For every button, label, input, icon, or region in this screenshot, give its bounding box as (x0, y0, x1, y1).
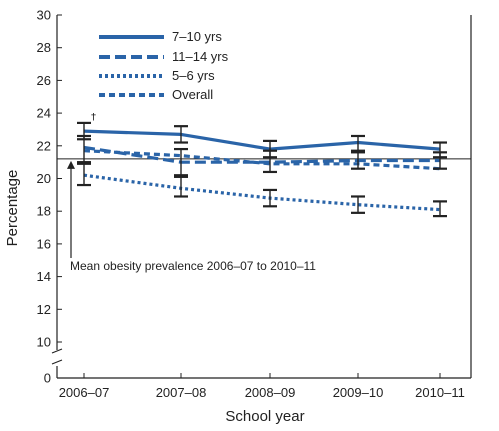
y-axis-title: Percentage (4, 170, 21, 247)
error-bars (77, 121, 447, 218)
series-line-2 (83, 173, 441, 212)
axis-break-mark (51, 348, 63, 354)
y-tick-label: 16 (37, 236, 51, 251)
x-tick-label: 2006–07 (59, 385, 110, 400)
y-tick-label: 22 (37, 138, 51, 153)
y-tick-label: 26 (37, 73, 51, 88)
x-axis-ticks: 2006–07 2007–08 2008–09 2009–10 2010–11 (59, 373, 465, 400)
series-line-0 (83, 129, 441, 151)
legend-label: 5–6 yrs (172, 68, 215, 83)
y-axis-ticks: 30 28 26 24 22 20 18 16 14 12 10 0 (37, 8, 62, 386)
legend-label: Overall (172, 87, 213, 102)
plot-frame (51, 15, 472, 379)
legend-label: 11–14 yrs (172, 49, 229, 64)
legend-label: 7–10 yrs (172, 29, 222, 44)
axis-break-mark (51, 359, 63, 365)
y-tick-label: 12 (37, 302, 51, 317)
y-tick-label: 24 (37, 106, 51, 121)
legend: 7–10 yrs 11–14 yrs 5–6 yrs Overall (99, 29, 229, 102)
series-line-3 (83, 149, 441, 171)
x-tick-label: 2010–11 (415, 385, 465, 400)
series-line-1 (83, 145, 440, 164)
y-tick-label: 14 (37, 269, 51, 284)
y-tick-label: 0 (44, 371, 51, 386)
annotation-arrow-head (67, 160, 75, 169)
y-tick-label: 18 (37, 204, 51, 219)
series-lines (83, 129, 441, 212)
y-tick-label: 30 (37, 8, 51, 23)
y-tick-label: 28 (37, 40, 51, 55)
x-axis-title: School year (225, 408, 304, 425)
x-tick-label: 2008–09 (245, 385, 296, 400)
reference-line-annotation: Mean obesity prevalence 2006–07 to 2010–… (70, 259, 316, 273)
x-tick-label: 2007–08 (156, 385, 207, 400)
reference-line-group (57, 158, 471, 258)
x-tick-label: 2009–10 (333, 385, 384, 400)
footnote-dagger: † (91, 112, 96, 123)
y-tick-label: 10 (37, 335, 51, 350)
y-tick-label: 20 (37, 171, 51, 186)
